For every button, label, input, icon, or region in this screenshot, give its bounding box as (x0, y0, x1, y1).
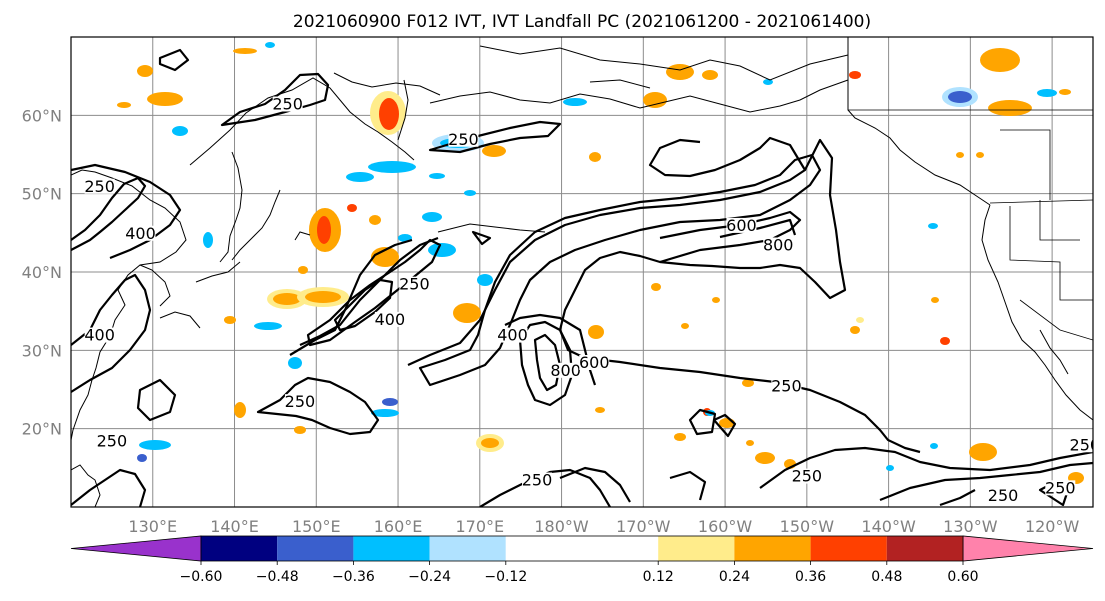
colorbar-segment (886, 536, 963, 561)
ivt-contour-label: 800 (550, 361, 581, 380)
ivt-contour-label: 250 (1070, 435, 1101, 454)
ivt-contour-label: 250 (272, 95, 303, 114)
lat-tick-label: 40°N (22, 263, 62, 282)
ivt-contour-label: 250 (792, 467, 823, 486)
ivt-contour-label: 600 (726, 216, 757, 235)
contour-label-background (448, 131, 479, 147)
coastlines (71, 37, 1093, 507)
colorbar-segment (353, 536, 430, 561)
contour-label-background (522, 472, 553, 488)
political-borders (848, 109, 1093, 341)
lat-tick-label: 60°N (22, 106, 62, 125)
ivt-contour-label: 250 (448, 130, 479, 149)
contour-label-background (579, 355, 610, 370)
contour-label-background (726, 217, 757, 233)
lon-tick-label: 150°W (780, 517, 835, 536)
colorbar-tick-label: 0.12 (643, 569, 674, 585)
colorbar-segment (429, 536, 506, 561)
lon-tick-label: 170°W (616, 517, 671, 536)
contour-label-background (763, 237, 794, 253)
colorbar-tick-label: −0.12 (484, 569, 527, 585)
colorbar-segment (658, 536, 735, 561)
ivt-contour-label: 800 (763, 236, 794, 255)
colorbar-segment (277, 536, 354, 561)
lon-tick-label: 130°W (943, 517, 998, 536)
lon-tick-label: 180°W (534, 517, 589, 536)
contour-label-background (399, 276, 430, 292)
ivt-contour-label: 250 (97, 431, 128, 450)
contour-label-background (1045, 480, 1076, 496)
ivt-contour-label: 250 (522, 471, 553, 490)
contour-label-background (284, 394, 315, 410)
pc-shading (117, 42, 1084, 484)
colorbar-segment (201, 536, 278, 561)
colorbar-tick-label: 0.36 (795, 569, 826, 585)
colorbar-tick-label: −0.60 (180, 569, 223, 585)
contour-label-background (84, 178, 115, 194)
latitude-tick-labels: 20°N 30°N 40°N 50°N 60°N (22, 106, 62, 438)
contour-label-background (1069, 437, 1093, 453)
contour-label-background (84, 327, 115, 343)
contour-label-background (96, 433, 127, 449)
colorbar-segment (505, 536, 659, 561)
ivt-contour-label: 250 (1045, 478, 1076, 497)
ivt-contour-label: 250 (399, 275, 430, 294)
colorbar: −0.60 −0.48 −0.36 −0.24 −0.12 0.12 0.24 0.36 0.4… (70, 535, 1094, 585)
lon-tick-label: 160°W (698, 517, 753, 536)
contour-label-background (791, 468, 822, 484)
ivt-contour-label: 400 (84, 326, 115, 345)
lon-tick-label: 140°W (861, 517, 916, 536)
contour-label-background (497, 327, 528, 343)
colorbar-segment (734, 536, 811, 561)
map-panel: 2502502504002504006008004008006004002502… (70, 36, 1101, 508)
map-frame (70, 36, 1094, 508)
lon-tick-label: 170°E (455, 517, 504, 536)
contour-label-background (771, 378, 802, 394)
lon-tick-label: 160°E (374, 517, 423, 536)
colorbar-segment (810, 536, 887, 561)
colorbar-tick-label: −0.24 (408, 569, 451, 585)
colorbar-outline (200, 535, 964, 562)
lat-tick-label: 30°N (22, 341, 62, 360)
contour-label-background (272, 96, 303, 112)
ivt-contour-label: 600 (579, 353, 610, 372)
ivt-contours (71, 48, 1093, 507)
colorbar-extend-low (70, 535, 202, 562)
colorbar-tick-label: −0.36 (332, 569, 375, 585)
colorbar-extend-high (962, 535, 1094, 562)
map-title: 2021060900 F012 IVT, IVT Landfall PC (20… (293, 12, 871, 32)
colorbar-tick-label: 0.60 (947, 569, 978, 585)
ivt-contour-labels: 2502502504002504006008004008006004002502… (84, 95, 1101, 505)
contour-label-background (125, 225, 156, 241)
contour-label-background (374, 311, 405, 327)
colorbar-tick-label: −0.48 (256, 569, 299, 585)
ivt-contour-label: 250 (988, 486, 1019, 505)
contour-label-background (988, 488, 1019, 504)
colorbar-tick-label: 0.48 (871, 569, 902, 585)
ivt-contour-label: 400 (125, 224, 156, 243)
lat-tick-label: 50°N (22, 185, 62, 204)
lon-tick-label: 130°E (128, 517, 177, 536)
positive-pc-shading (117, 48, 1084, 484)
ivt-contour-label: 250 (84, 177, 115, 196)
longitude-tick-labels: 130°E 140°E 150°E 160°E 170°E 180°W 170°W 160°W… (128, 517, 1079, 536)
ivt-contour-label: 400 (375, 310, 406, 329)
contour-label-background (550, 362, 581, 378)
lon-tick-label: 140°E (210, 517, 259, 536)
lat-tick-label: 20°N (22, 420, 62, 439)
lon-tick-label: 150°E (292, 517, 341, 536)
lon-tick-label: 120°W (1025, 517, 1080, 536)
ivt-contour-label: 400 (497, 326, 528, 345)
negative-pc-shading (137, 42, 1057, 471)
colorbar-tick-label: 0.24 (719, 569, 750, 585)
ivt-contour-label: 250 (285, 392, 316, 411)
ivt-contour-label: 250 (771, 377, 802, 396)
